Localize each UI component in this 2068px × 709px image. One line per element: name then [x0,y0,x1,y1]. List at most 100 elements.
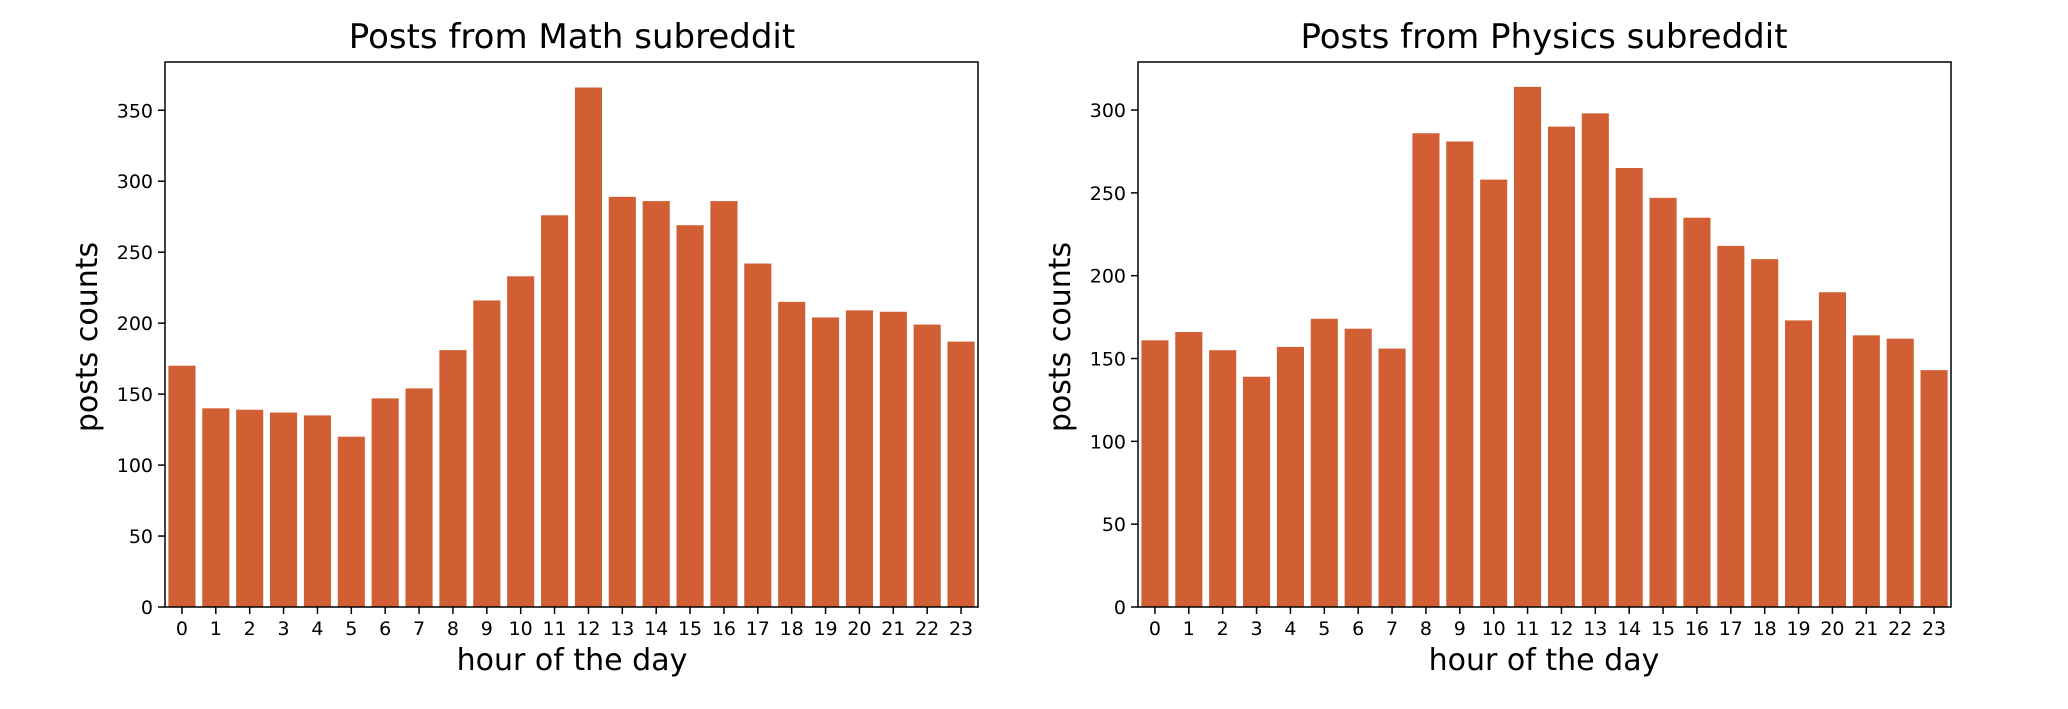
x-tick-label: 13 [610,618,634,640]
x-tick-label: 20 [847,618,871,640]
y-tick-label: 100 [1090,431,1126,453]
bar-hour-18 [778,301,806,607]
x-tick-label: 7 [413,618,425,640]
x-tick-label: 22 [915,618,939,640]
x-tick-label: 14 [1617,618,1641,640]
bar-hour-3 [1243,376,1271,607]
bar-series [168,87,975,608]
y-tick-label: 300 [1090,100,1126,122]
x-tick-label: 6 [1352,618,1364,640]
bar-hour-22 [913,324,941,607]
x-tick-label: 15 [678,618,702,640]
y-tick-label: 0 [141,597,153,619]
y-axis-label: posts counts [70,242,105,432]
x-tick-label: 15 [1651,618,1675,640]
bar-hour-13 [1581,113,1609,607]
x-tick-label: 2 [1217,618,1229,640]
x-tick-label: 16 [1685,618,1709,640]
x-tick-label: 14 [644,618,668,640]
bar-hour-9 [1446,141,1474,607]
x-tick-label: 8 [447,618,459,640]
bar-hour-17 [744,263,772,607]
bar-hour-5 [1310,318,1338,607]
x-tick-label: 17 [1719,618,1743,640]
bar-hour-23 [947,341,975,607]
x-axis-ticks: 0 1 2 3 4 5 6 7 8 9 10 11 12 13 14 15 16 17 18 19 20 21 22 23 [176,607,973,640]
x-tick-label: 4 [311,618,323,640]
x-tick-label: 1 [210,618,222,640]
y-tick-label: 200 [1090,266,1126,288]
y-tick-label: 250 [117,242,153,264]
bar-hour-3 [270,412,298,607]
bar-hour-7 [405,388,433,607]
x-tick-label: 7 [1386,618,1398,640]
bar-hour-11 [1514,86,1542,608]
x-tick-label: 6 [379,618,391,640]
y-tick-label: 50 [1102,514,1126,536]
x-tick-label: 21 [881,618,905,640]
x-tick-label: 11 [542,618,566,640]
y-axis-label: posts counts [1043,242,1078,432]
x-axis-ticks: 0 1 2 3 4 5 6 7 8 9 10 11 12 13 14 15 16 17 18 19 20 21 22 23 [1149,607,1946,640]
plot-frame [1137,61,1952,608]
x-tick-label: 0 [1149,618,1161,640]
x-tick-label: 9 [481,618,493,640]
x-tick-label: 8 [1420,618,1432,640]
bar-hour-22 [1886,338,1914,607]
bar-hour-9 [473,300,501,607]
x-tick-label: 22 [1888,618,1912,640]
bar-hour-4 [303,415,331,607]
x-tick-label: 12 [576,618,600,640]
bar-hour-19 [812,317,840,607]
chart-title: Posts from Physics subreddit [1300,17,1787,57]
bar-hour-2 [1209,350,1237,607]
x-tick-label: 23 [949,618,973,640]
y-axis-ticks: 0 50 100 150 200 250 300 350 [117,100,165,619]
y-tick-label: 50 [129,526,153,548]
bar-hour-14 [642,201,670,607]
y-tick-label: 150 [1090,349,1126,371]
x-tick-label: 4 [1284,618,1296,640]
bar-hour-8 [1412,133,1440,608]
bar-hour-16 [710,201,738,607]
x-tick-label: 20 [1820,618,1844,640]
x-tick-label: 10 [1482,618,1506,640]
bar-hour-10 [507,276,535,607]
bar-series [1141,86,1948,608]
x-tick-label: 19 [1786,618,1810,640]
bar-hour-7 [1378,348,1406,607]
math-chart-panel: Posts from Math subreddit hour of the da… [70,17,979,678]
bar-hour-8 [439,350,467,607]
y-tick-label: 200 [117,313,153,335]
bar-hour-20 [845,310,873,607]
x-axis-label: hour of the day [457,643,688,678]
x-tick-label: 3 [1251,618,1263,640]
y-tick-label: 300 [117,171,153,193]
bar-hour-21 [879,311,907,607]
x-tick-label: 16 [712,618,736,640]
x-tick-label: 5 [1318,618,1330,640]
x-tick-label: 23 [1922,618,1946,640]
x-tick-label: 5 [345,618,357,640]
chart-title: Posts from Math subreddit [349,17,795,57]
y-tick-label: 0 [1114,597,1126,619]
bar-hour-17 [1717,245,1745,607]
y-tick-label: 100 [117,455,153,477]
bar-hour-11 [541,215,569,607]
x-tick-label: 12 [1549,618,1573,640]
bar-hour-4 [1276,346,1304,607]
x-tick-label: 21 [1854,618,1878,640]
bar-hour-6 [1344,328,1372,607]
x-tick-label: 2 [244,618,256,640]
y-tick-label: 350 [117,100,153,122]
bar-hour-10 [1480,179,1508,608]
x-axis-label: hour of the day [1429,643,1660,678]
x-tick-label: 1 [1183,618,1195,640]
y-tick-label: 150 [117,384,153,406]
bar-hour-14 [1615,168,1643,607]
bar-hour-12 [574,87,602,608]
x-tick-label: 9 [1454,618,1466,640]
bar-hour-12 [1547,126,1575,607]
bar-hour-6 [371,398,399,607]
